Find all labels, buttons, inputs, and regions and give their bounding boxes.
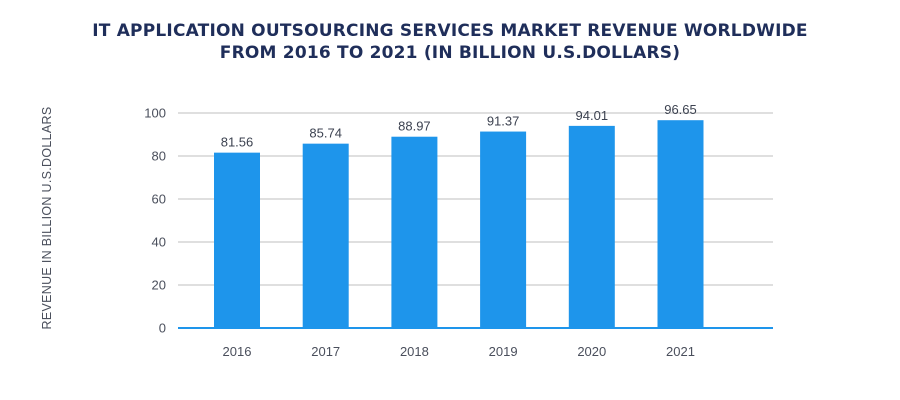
bars: [214, 120, 704, 328]
bar-2016: [214, 152, 260, 328]
y-tick-label: 100: [144, 106, 166, 121]
x-tick-label-2019: 2019: [489, 344, 518, 359]
data-label-2017: 85.74: [309, 126, 342, 141]
y-tick-label: 0: [159, 321, 166, 336]
data-label-2019: 91.37: [487, 114, 520, 129]
bar-2018: [391, 136, 438, 328]
y-tick-label: 40: [152, 235, 166, 250]
data-label-2020: 94.01: [576, 108, 609, 123]
x-tick-label-2020: 2020: [577, 344, 606, 359]
chart-title-line-2: FROM 2016 TO 2021 (IN BILLION U.S.DOLLAR…: [219, 43, 681, 63]
chart-title-line-1: IT APPLICATION OUTSOURCING SERVICES MARK…: [92, 21, 808, 41]
x-tick-label-2017: 2017: [311, 344, 340, 359]
x-tick-labels: 2016 2017 2018 2019 2020 2021: [223, 344, 695, 359]
bar-2017: [302, 143, 349, 328]
data-label-2018: 88.97: [398, 119, 431, 134]
data-label-2021: 96.65: [664, 102, 697, 117]
data-labels: 81.56 85.74 88.97 91.37 94.01 96.65: [221, 102, 697, 149]
bar-2020: [568, 125, 615, 328]
y-tick-label: 60: [152, 192, 166, 207]
data-label-2016: 81.56: [221, 135, 254, 150]
bar-2019: [480, 131, 527, 328]
y-tick-label: 20: [152, 278, 166, 293]
y-axis-label: REVENUE IN BILLION U.S.DOLLARS: [40, 107, 54, 330]
y-tick-labels: 0 20 40 60 80 100: [144, 106, 166, 336]
y-tick-label: 80: [152, 149, 166, 164]
x-tick-label-2021: 2021: [666, 344, 695, 359]
x-tick-label-2018: 2018: [400, 344, 429, 359]
chart-title: IT APPLICATION OUTSOURCING SERVICES MARK…: [0, 20, 900, 64]
x-tick-label-2016: 2016: [223, 344, 252, 359]
bar-2021: [657, 120, 704, 328]
